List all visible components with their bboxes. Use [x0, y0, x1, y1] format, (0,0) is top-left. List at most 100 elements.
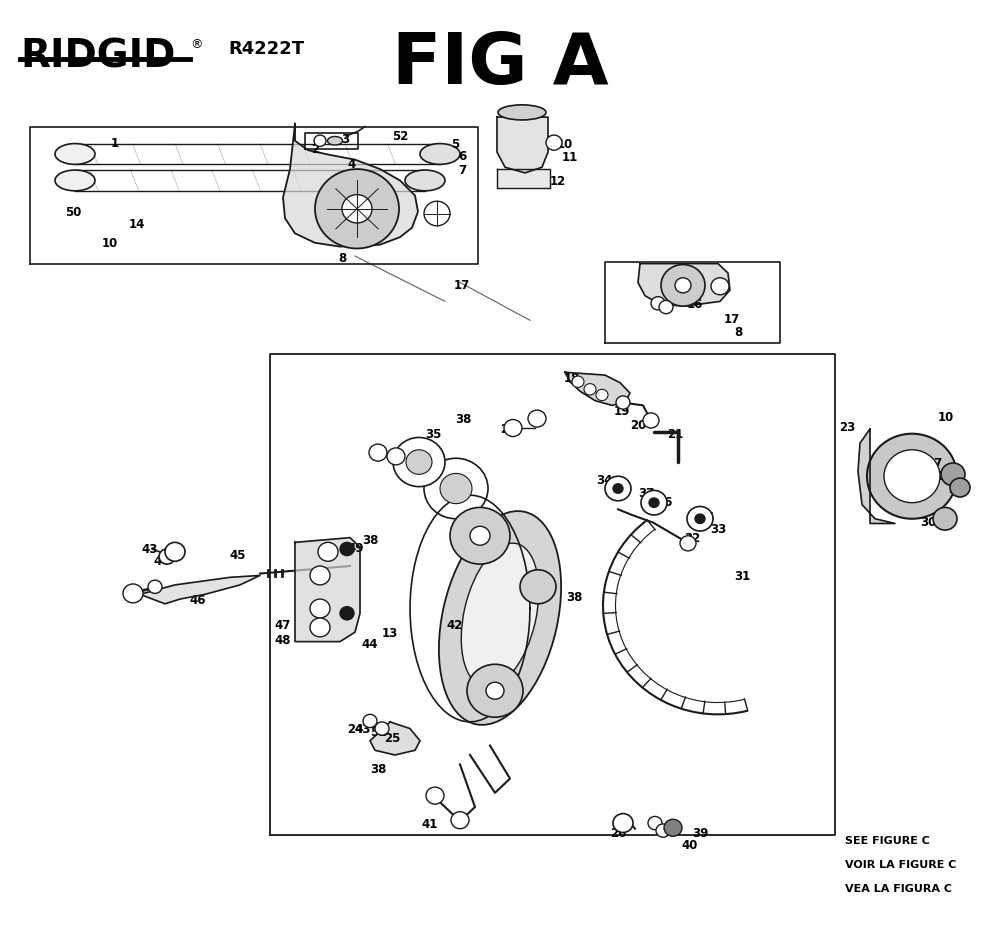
Circle shape [486, 683, 504, 700]
Circle shape [393, 438, 445, 487]
Circle shape [340, 607, 354, 620]
Ellipse shape [498, 106, 546, 121]
Polygon shape [497, 170, 550, 189]
Ellipse shape [55, 171, 95, 192]
Text: 38: 38 [362, 533, 378, 547]
Text: 21: 21 [667, 428, 683, 441]
Text: 46: 46 [190, 593, 206, 606]
Text: 8: 8 [734, 326, 742, 339]
Text: 39: 39 [692, 826, 708, 839]
Polygon shape [858, 430, 895, 524]
Text: 40: 40 [682, 838, 698, 851]
Circle shape [659, 301, 673, 314]
Text: 15: 15 [674, 284, 690, 297]
Text: 38: 38 [455, 413, 471, 426]
Text: 10: 10 [102, 237, 118, 250]
Circle shape [711, 278, 729, 295]
Text: 52: 52 [392, 129, 408, 143]
Circle shape [664, 819, 682, 836]
Circle shape [528, 411, 546, 428]
Text: 30: 30 [920, 515, 936, 529]
Polygon shape [283, 125, 418, 247]
Circle shape [680, 536, 696, 551]
Text: 51: 51 [370, 725, 386, 738]
Text: 31: 31 [734, 569, 750, 582]
Text: 33: 33 [604, 484, 620, 497]
Circle shape [651, 297, 665, 311]
Text: RIDGID: RIDGID [20, 38, 175, 76]
Text: VOIR LA FIGURE C: VOIR LA FIGURE C [845, 859, 956, 869]
Circle shape [406, 450, 432, 475]
Circle shape [884, 450, 940, 503]
Ellipse shape [461, 544, 539, 687]
Circle shape [605, 477, 631, 501]
Polygon shape [497, 118, 548, 174]
Text: 9: 9 [434, 209, 442, 222]
Text: 10: 10 [938, 411, 954, 424]
Text: 10: 10 [557, 138, 573, 151]
Text: 38: 38 [370, 762, 386, 775]
Circle shape [520, 570, 556, 604]
Circle shape [148, 581, 162, 594]
Text: 28: 28 [937, 469, 953, 482]
Circle shape [867, 434, 957, 519]
Text: 22: 22 [500, 423, 516, 436]
Circle shape [424, 459, 488, 519]
Polygon shape [370, 722, 420, 755]
Circle shape [613, 814, 633, 833]
Text: 24: 24 [347, 722, 363, 735]
Text: ®: ® [190, 38, 202, 51]
Circle shape [695, 514, 705, 524]
Circle shape [440, 474, 472, 504]
Circle shape [504, 420, 522, 437]
Circle shape [314, 136, 326, 147]
Circle shape [342, 195, 372, 224]
Text: 16: 16 [687, 297, 703, 311]
Circle shape [950, 479, 970, 497]
Circle shape [643, 413, 659, 429]
Circle shape [369, 445, 387, 462]
Text: 3: 3 [341, 133, 349, 146]
Circle shape [613, 484, 623, 494]
Circle shape [933, 508, 957, 531]
Text: 23: 23 [839, 420, 855, 433]
Circle shape [159, 549, 175, 565]
Text: 5: 5 [451, 138, 459, 151]
Ellipse shape [439, 512, 561, 725]
Circle shape [648, 817, 662, 830]
Text: SEE FIGURE C: SEE FIGURE C [845, 835, 930, 846]
Circle shape [310, 599, 330, 618]
Text: R4222T: R4222T [228, 40, 304, 58]
Text: 48: 48 [275, 633, 291, 647]
Text: 4: 4 [348, 158, 356, 171]
Text: 29: 29 [948, 482, 964, 496]
Text: 1: 1 [111, 137, 119, 150]
Text: 17: 17 [724, 312, 740, 326]
Ellipse shape [328, 137, 342, 146]
Circle shape [310, 566, 330, 585]
Text: 43: 43 [142, 543, 158, 556]
Text: 32: 32 [684, 531, 700, 545]
Text: 18: 18 [564, 371, 580, 384]
Text: 19: 19 [614, 404, 630, 417]
Polygon shape [295, 538, 360, 642]
Text: 17: 17 [454, 278, 470, 292]
Text: 33: 33 [710, 522, 726, 535]
Text: FIG A: FIG A [392, 30, 608, 99]
Circle shape [363, 715, 377, 728]
Circle shape [387, 448, 405, 465]
Text: 45: 45 [230, 548, 246, 562]
Ellipse shape [55, 144, 95, 165]
Circle shape [424, 202, 450, 227]
Circle shape [675, 278, 691, 294]
Text: 11: 11 [562, 151, 578, 164]
Text: 43: 43 [355, 722, 371, 735]
Text: 7: 7 [458, 163, 466, 177]
Circle shape [450, 508, 510, 565]
Circle shape [596, 390, 608, 401]
Text: 34: 34 [596, 473, 612, 486]
Circle shape [315, 170, 399, 249]
Text: 38: 38 [566, 590, 582, 603]
Circle shape [941, 464, 965, 486]
Text: 2: 2 [311, 143, 319, 156]
